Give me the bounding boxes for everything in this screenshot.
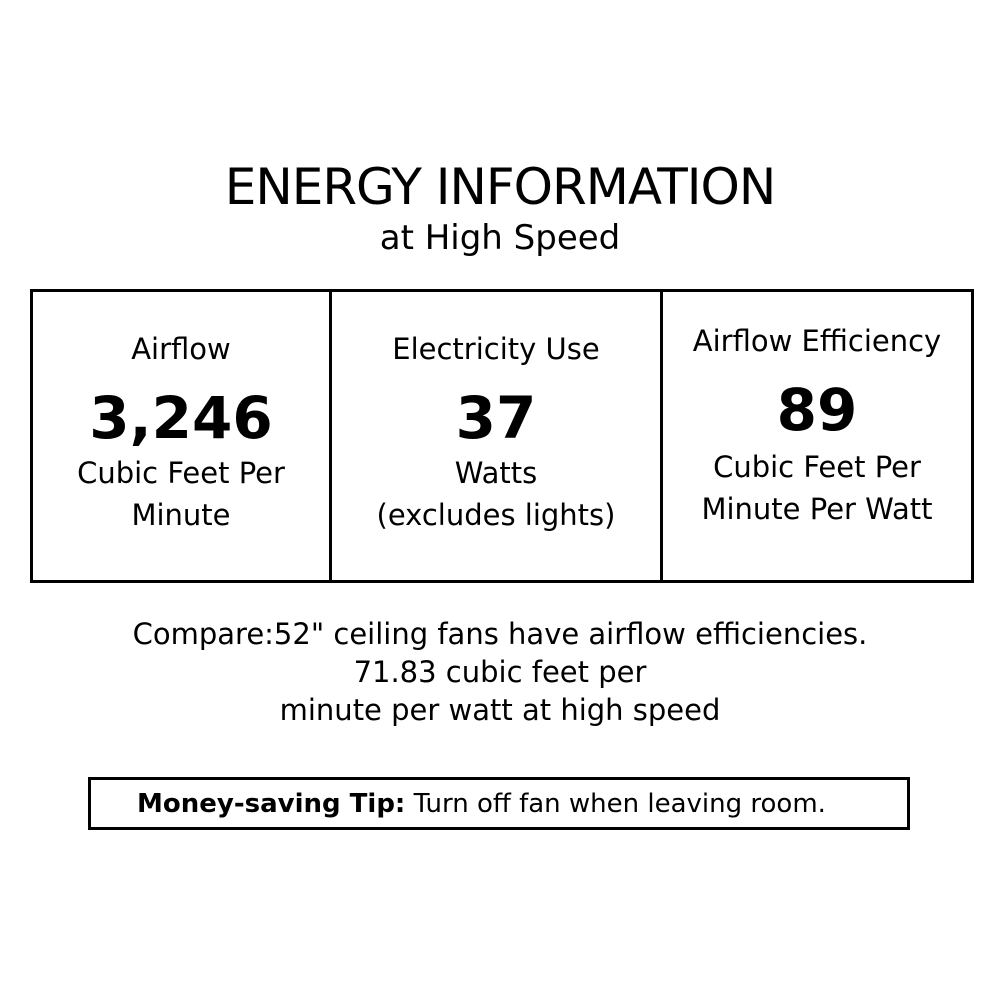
money-saving-tip: Money-saving Tip: Turn off fan when leav…	[88, 777, 910, 830]
compare-line: 71.83 cubic feet per	[353, 655, 647, 689]
electricity-label: Electricity Use	[392, 332, 600, 366]
compare-line: Compare:52" ceiling fans have airflow ef…	[132, 617, 868, 651]
efficiency-unit: Cubic Feet Per Minute Per Watt	[663, 446, 971, 530]
unit-line: Watts	[454, 456, 538, 490]
subtitle: at High Speed	[379, 218, 621, 258]
tip-text: Turn off fan when leaving room.	[405, 789, 826, 819]
efficiency-value: 89	[776, 376, 858, 444]
efficiency-column: Airflow Efficiency 89 Cubic Feet Per Minu…	[660, 292, 971, 580]
unit-line: Minute Per Watt	[701, 492, 933, 526]
compare-line: minute per watt at high speed	[279, 693, 721, 727]
unit-line: Cubic Feet Per	[713, 450, 921, 484]
title: ENERGY INFORMATION	[224, 158, 777, 216]
energy-table: Airflow 3,246 Cubic Feet Per Minute Elect…	[30, 289, 974, 583]
compare-note: Compare:52" ceiling fans have airflow ef…	[0, 615, 1000, 729]
unit-line: (excludes lights)	[376, 498, 616, 532]
airflow-column: Airflow 3,246 Cubic Feet Per Minute	[33, 292, 329, 580]
efficiency-label: Airflow Efficiency	[692, 324, 942, 358]
airflow-value: 3,246	[89, 384, 273, 452]
electricity-value: 37	[455, 384, 537, 452]
unit-line: Cubic Feet Per	[77, 456, 285, 490]
unit-line: Minute	[131, 498, 231, 532]
tip-label: Money-saving Tip:	[137, 789, 406, 819]
airflow-label: Airflow	[131, 332, 231, 366]
airflow-unit: Cubic Feet Per Minute	[33, 452, 329, 536]
electricity-unit: Watts (excludes lights)	[332, 452, 660, 536]
electricity-column: Electricity Use 37 Watts (excludes lights…	[329, 292, 660, 580]
